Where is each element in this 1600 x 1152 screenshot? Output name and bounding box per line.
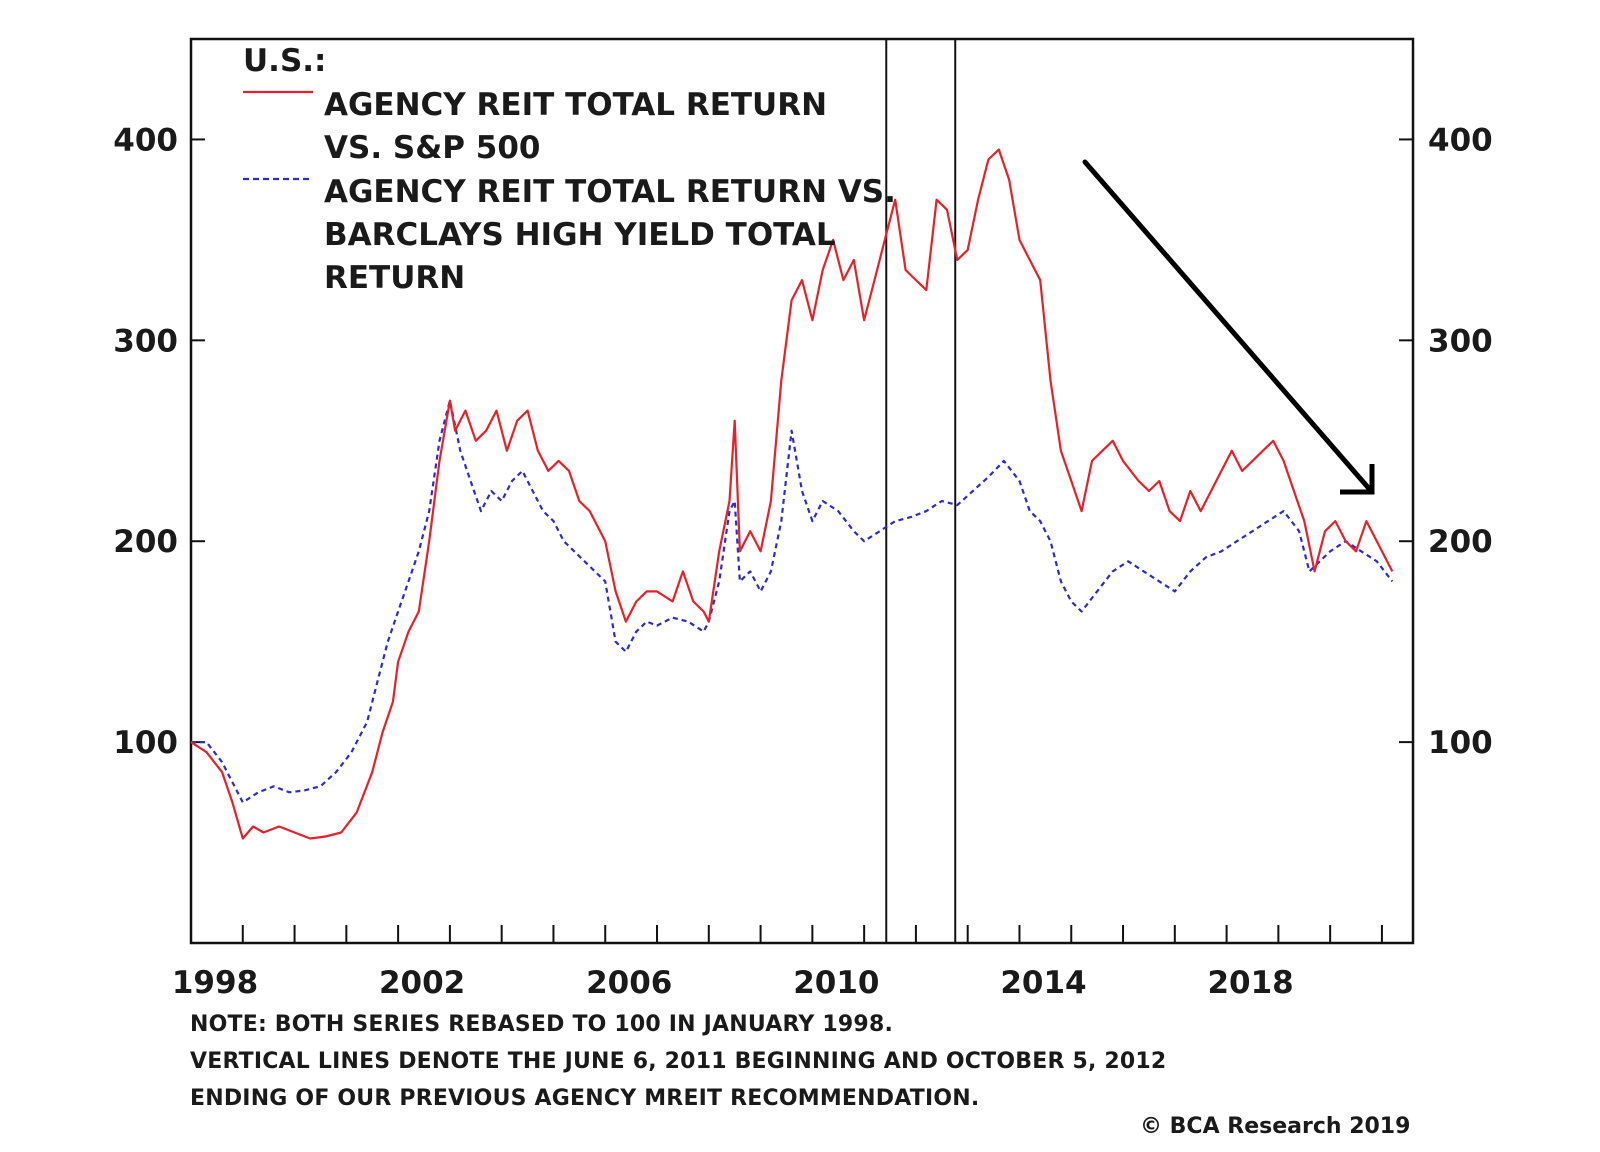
y-tick-label-left: 300 (113, 323, 178, 359)
legend: U.S.: AGENCY REIT TOTAL RETURN VS. S&P 500… (243, 43, 896, 296)
series-line-sp500 (190, 148, 1394, 840)
y-tick-label-right: 200 (1428, 524, 1493, 560)
legend-label: AGENCY REIT TOTAL RETURN (324, 87, 827, 123)
legend-label: AGENCY REIT TOTAL RETURN VS. (324, 174, 896, 210)
legend-label: RETURN (324, 260, 465, 296)
trend-arrow-head (1340, 464, 1375, 495)
note-line-1: NOTE: BOTH SERIES REBASED TO 100 IN JANU… (190, 1012, 894, 1037)
y-tick-label-right: 300 (1428, 323, 1493, 359)
x-tick-label: 1998 (172, 965, 258, 1001)
y-tick-label-right: 400 (1428, 122, 1493, 158)
plot-frame (189, 37, 1415, 945)
series-layer (190, 148, 1394, 840)
y-tick-label-left: 400 (113, 122, 178, 158)
note-line-2: VERTICAL LINES DENOTE THE JUNE 6, 2011 B… (190, 1049, 1167, 1074)
axes: 1998 2002 2006 2010 2014 2018 100 200 300 400 100 2… (113, 122, 1492, 1001)
x-tick-label: 2002 (379, 965, 465, 1001)
x-tick-label: 2006 (586, 965, 672, 1001)
legend-title: U.S.: (243, 43, 326, 79)
legend-label: VS. S&P 500 (324, 130, 540, 166)
trend-arrow (1082, 159, 1375, 495)
note-line-3: ENDING OF OUR PREVIOUS AGENCY MREIT RECO… (190, 1086, 980, 1111)
legend-label: BARCLAYS HIGH YIELD TOTAL (324, 217, 836, 253)
vertical-lines (885, 39, 957, 943)
series-line-high-yield (191, 399, 1394, 804)
x-tick-label: 2014 (1000, 965, 1086, 1001)
y-tick-label-right: 100 (1428, 725, 1493, 761)
y-tick-label-left: 100 (113, 725, 178, 761)
y-tick-label-left: 200 (113, 524, 178, 560)
trend-arrow-shaft (1082, 159, 1375, 495)
credit: © BCA Research 2019 (1140, 1114, 1411, 1139)
x-tick-label: 2018 (1207, 965, 1293, 1001)
x-tick-label: 2010 (793, 965, 879, 1001)
